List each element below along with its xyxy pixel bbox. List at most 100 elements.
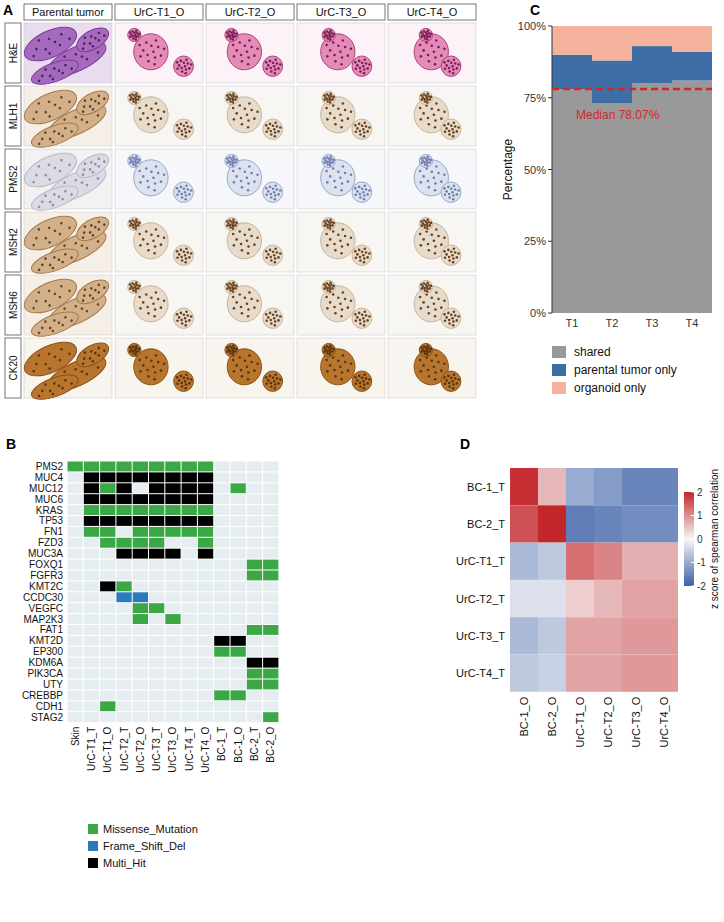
nucleus: [325, 107, 328, 110]
nucleus: [241, 375, 244, 378]
nucleus: [97, 290, 101, 294]
heatmap-cell: [594, 617, 622, 654]
legend-label: parental tumor only: [574, 363, 677, 377]
tissue: [352, 119, 372, 139]
nucleus: [265, 67, 268, 70]
nucleus: [434, 56, 437, 59]
nucleus: [185, 68, 188, 71]
nucleus: [63, 55, 66, 58]
heatmap-cell: [84, 472, 99, 482]
tissue-blob: [263, 371, 283, 391]
nucleus: [129, 287, 132, 290]
nucleus: [188, 256, 191, 259]
heatmap-cell: [116, 690, 131, 700]
nucleus: [88, 42, 92, 46]
heatmap-cell: [68, 636, 83, 646]
nucleus: [248, 354, 251, 357]
nucleus: [58, 43, 61, 46]
nucleus: [147, 249, 150, 252]
heatmap-cell: [247, 680, 262, 690]
nucleus: [247, 56, 250, 59]
nucleus: [359, 259, 362, 262]
tissue-blob: [263, 119, 283, 139]
nucleus: [323, 35, 326, 38]
nucleus: [344, 235, 347, 238]
nucleus: [103, 286, 107, 290]
heatmap-cell: [165, 592, 180, 602]
nucleus: [131, 156, 134, 159]
nucleus: [180, 382, 183, 385]
nucleus: [188, 193, 191, 196]
nucleus: [265, 124, 268, 127]
nucleus: [253, 243, 256, 246]
nucleus: [147, 312, 150, 315]
nucleus: [129, 98, 132, 101]
nucleus: [440, 54, 443, 57]
heatmap-cell: [198, 625, 213, 635]
nucleus: [142, 175, 145, 178]
tissue: [174, 245, 194, 265]
nucleus: [329, 112, 332, 115]
nucleus: [363, 121, 366, 124]
heatmap-cell: [149, 505, 164, 515]
micrograph: [19, 20, 112, 89]
nucleus: [325, 359, 328, 362]
heatmap-cell: [100, 505, 115, 515]
nucleus: [361, 187, 364, 190]
nucleus: [329, 36, 332, 39]
nucleus: [58, 295, 61, 298]
heatmap-cell: [116, 560, 131, 570]
nucleus: [90, 98, 94, 102]
nucleus: [137, 224, 140, 227]
tissue: [227, 286, 261, 322]
tissue: [28, 370, 81, 404]
nucleus: [47, 163, 50, 166]
nucleus: [233, 32, 236, 35]
heatmap-cell: [68, 472, 83, 482]
heatmap-cell: [149, 625, 164, 635]
nucleus: [332, 33, 335, 36]
nucleus: [326, 226, 329, 229]
nucleus: [142, 238, 145, 241]
nucleus: [333, 369, 336, 372]
heatmap-cell: [84, 494, 99, 504]
nucleus: [32, 243, 35, 246]
nucleus: [253, 306, 256, 309]
heatmap-cell: [214, 636, 229, 646]
nucleus: [97, 220, 101, 224]
nucleus: [90, 287, 94, 291]
nucleus: [186, 314, 189, 317]
heatmap-cell: [100, 625, 115, 635]
nucleus: [428, 186, 431, 189]
tissue-blob: [174, 56, 194, 76]
nucleus: [344, 172, 347, 175]
nucleus: [35, 110, 38, 113]
nucleus: [137, 98, 140, 101]
nucleus: [97, 227, 101, 231]
heatmap-cell: [263, 701, 278, 711]
row-label: KDM6A: [29, 657, 64, 668]
nucleus: [240, 306, 243, 309]
tissue: [73, 275, 113, 309]
nucleus: [96, 303, 99, 306]
tissue: [322, 280, 335, 293]
nucleus: [135, 225, 138, 228]
nucleus: [444, 130, 447, 133]
nucleus: [32, 306, 35, 309]
heatmap-cell: [231, 560, 246, 570]
tissue: [128, 91, 141, 104]
heatmap-cell: [149, 592, 164, 602]
nucleus: [435, 354, 438, 357]
nucleus: [37, 79, 40, 82]
nucleus: [181, 133, 184, 136]
heatmap-cell: [100, 538, 115, 548]
heatmap-cell: [263, 472, 278, 482]
nucleus: [454, 188, 457, 191]
heatmap-cell: [116, 571, 131, 581]
nucleus: [428, 123, 431, 126]
heatmap-cell: [84, 701, 99, 711]
nucleus: [233, 221, 236, 224]
tissue-blob: [352, 245, 372, 265]
heatmap-cell: [198, 472, 213, 482]
nucleus: [64, 127, 67, 130]
